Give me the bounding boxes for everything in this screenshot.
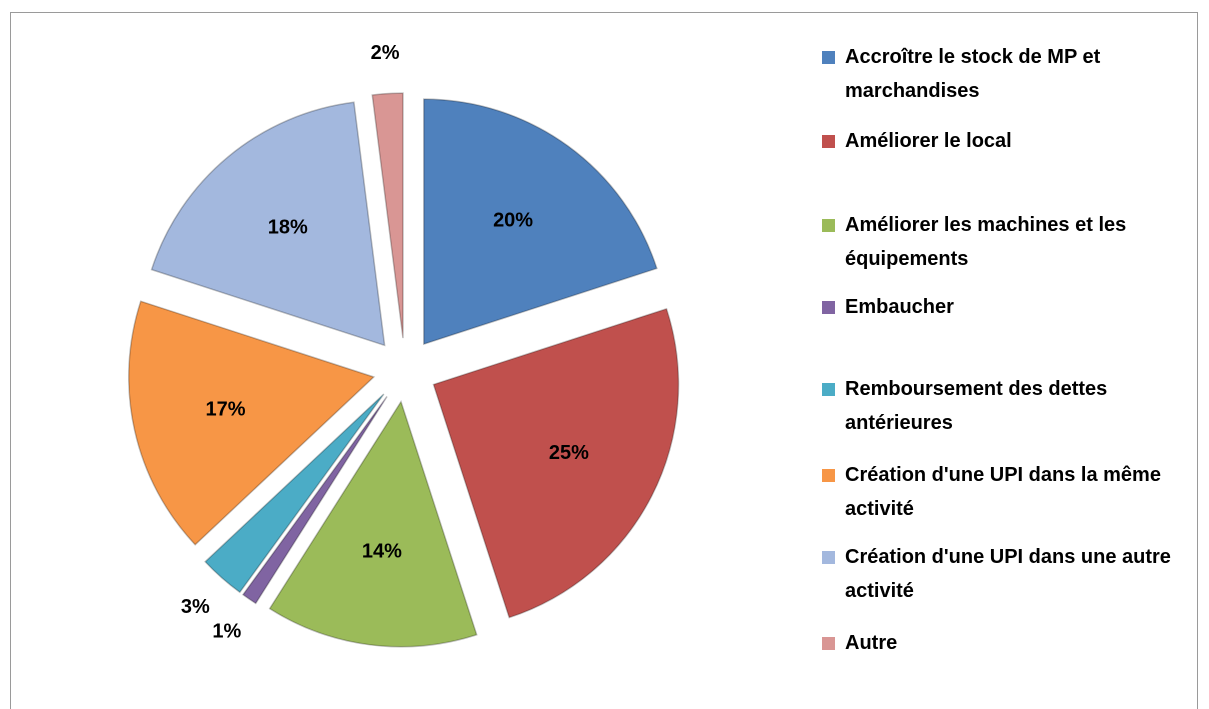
pie-slice <box>241 396 388 605</box>
pie-slice <box>268 400 478 648</box>
legend-item: Améliorer les machines et les équipement… <box>822 208 1177 276</box>
legend-swatch <box>822 51 835 64</box>
legend-item: Création d'une UPI dans la même activité <box>822 458 1177 526</box>
legend-item: Autre <box>822 626 1177 660</box>
legend-swatch <box>822 301 835 314</box>
legend-item: Remboursement des dettes antérieures <box>822 372 1177 440</box>
data-label: 20% <box>493 210 533 232</box>
legend-item: Accroître le stock de MP et marchandises <box>822 40 1177 108</box>
legend-swatch <box>822 469 835 482</box>
legend-label: Améliorer le local <box>845 130 1012 152</box>
legend-item: Améliorer le local <box>822 124 1177 158</box>
data-label: 17% <box>206 398 246 420</box>
legend-swatch <box>822 383 835 396</box>
legend-swatch <box>822 219 835 232</box>
legend-label: Améliorer les machines et les équipement… <box>845 214 1127 270</box>
data-label: 14% <box>362 541 402 563</box>
pie-slice <box>371 92 404 339</box>
pie-slice <box>128 300 376 546</box>
pie-slice <box>423 98 658 346</box>
legend-swatch <box>822 551 835 564</box>
pie-slice <box>150 101 386 347</box>
legend-label: Création d'une UPI dans une autre activi… <box>845 546 1171 602</box>
legend-label: Autre <box>845 632 898 654</box>
legend-label: Remboursement des dettes antérieures <box>845 378 1108 434</box>
legend-item: Création d'une UPI dans une autre activi… <box>822 540 1177 608</box>
legend-item: Embaucher <box>822 290 1177 324</box>
legend-label: Création d'une UPI dans la même activité <box>845 464 1161 520</box>
data-label: 18% <box>268 217 308 239</box>
data-label: 1% <box>212 620 241 642</box>
legend-swatch <box>822 637 835 650</box>
pie-slice <box>204 393 385 594</box>
legend-label: Accroître le stock de MP et marchandises <box>845 46 1101 102</box>
data-label: 3% <box>181 596 210 618</box>
chart-frame <box>10 12 1198 709</box>
data-label: 2% <box>371 42 400 64</box>
data-label: 25% <box>549 442 589 464</box>
legend-label: Embaucher <box>845 296 954 318</box>
legend-swatch <box>822 135 835 148</box>
pie-slice <box>432 307 680 619</box>
